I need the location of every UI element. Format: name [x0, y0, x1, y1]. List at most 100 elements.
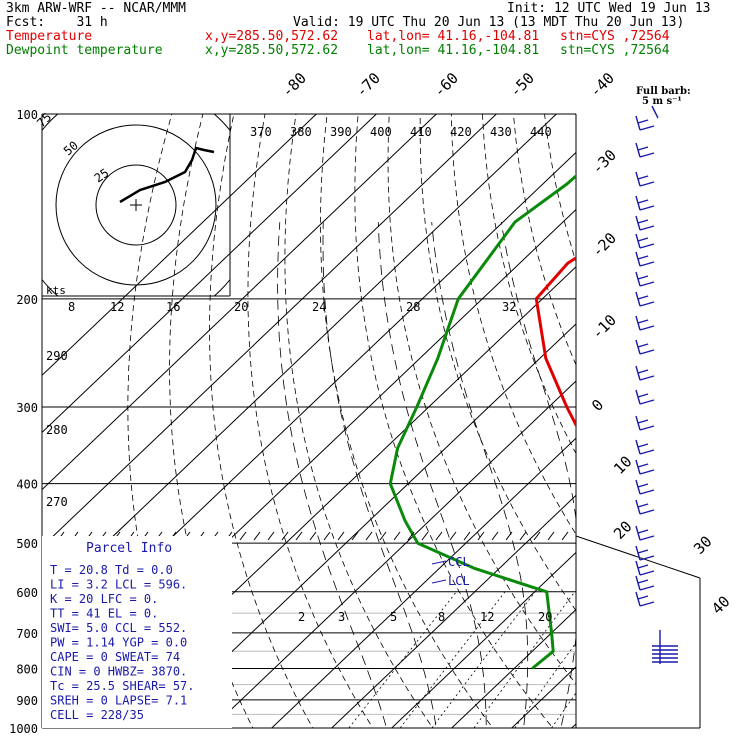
isotherm-label: 0	[588, 396, 607, 415]
mixing-ratio-label: 32	[502, 300, 516, 314]
dewpoint-profile	[388, 173, 576, 670]
parcel-info-row: CIN = 0 HWBZ= 3870.	[50, 665, 187, 679]
theta-label: 410	[410, 125, 432, 139]
dry-adiabat	[419, 114, 576, 612]
wind-barb	[635, 439, 655, 455]
barb-panel-edge	[575, 535, 701, 579]
theta-label: 420	[450, 125, 472, 139]
isotherm	[390, 551, 576, 728]
dry-adiabat	[512, 114, 576, 366]
moist-adiabat	[377, 222, 487, 728]
mixing-ratio-label-lower: 8	[438, 610, 445, 624]
isotherm	[42, 114, 318, 377]
barb-scale-tick	[533, 531, 541, 541]
parcel-info-row: PW = 1.14 YGP = 0.0	[50, 636, 187, 650]
ccl-tick	[431, 560, 447, 565]
isotherm	[618, 86, 740, 740]
dewpoint-xy: x,y=285.50,572.62	[205, 43, 339, 58]
isotherm-label: -10	[588, 311, 620, 343]
wind-barb	[635, 575, 655, 591]
mixing-ratio-label-lower: 3	[338, 610, 345, 624]
isotherm	[42, 114, 498, 548]
barb-scale-tick	[281, 531, 289, 541]
wind-barb-flag	[652, 630, 678, 664]
isotherm	[678, 86, 740, 740]
dry-adiabat	[247, 114, 374, 728]
forecast-hour: Fcst: 31 h	[6, 15, 108, 30]
mixing-ratio-line	[473, 591, 576, 728]
mixing-ratio-label: 24	[312, 300, 326, 314]
temperature-latlon: lat,lon= 41.16,-104.81	[367, 29, 540, 44]
wind-barb	[635, 195, 655, 211]
dry-adiabat	[723, 86, 740, 740]
kts-label: kts	[46, 284, 66, 297]
wind-barb	[635, 171, 655, 187]
isotherm	[210, 380, 576, 728]
wind-barb	[635, 291, 655, 307]
barb-scale-tick	[519, 531, 527, 541]
pressure-label: 400	[16, 478, 38, 492]
isotherm	[330, 494, 576, 728]
init-time: Init: 12 UTC Wed 19 Jun 13	[507, 1, 711, 16]
pressure-label: 600	[16, 586, 38, 600]
parcel-info-row: TT = 41 EL = 0.	[50, 607, 158, 621]
barb-scale-tick	[253, 531, 261, 541]
barb-scale-tick	[267, 531, 275, 541]
isotherm	[42, 114, 378, 434]
lcl-tick	[431, 579, 447, 584]
pressure-label: 900	[16, 694, 38, 708]
parcel-info-row: SREH = 0 LAPSE= 7.1	[50, 694, 187, 708]
lcl-label: LCL	[448, 574, 470, 588]
isotherm-label: -40	[586, 69, 618, 101]
barb-scale-tick	[239, 531, 247, 541]
hodograph-ring-label: 50	[61, 138, 81, 158]
parcel-info-row: CAPE = 0 SWEAT= 74	[50, 650, 180, 664]
wind-barbs: Full barb:5 m s⁻¹	[57, 86, 691, 664]
ccl-label: CCL	[448, 555, 470, 569]
dry-adiabat	[602, 86, 740, 740]
mixing-ratio-label: 16	[166, 300, 180, 314]
wind-barb	[635, 215, 655, 231]
wind-barb	[635, 479, 655, 495]
pressure-label: 300	[16, 401, 38, 415]
theta-label: 440	[530, 125, 552, 139]
isotherm-label: 20	[610, 517, 636, 543]
mixing-ratio-label-lower: 20	[538, 610, 552, 624]
theta-label: 390	[330, 125, 352, 139]
isotherm	[42, 114, 558, 605]
dewpoint-latlon: lat,lon= 41.16,-104.81	[367, 43, 540, 58]
barb-scale-tick	[295, 531, 303, 541]
isotherm-label: -80	[278, 69, 310, 101]
mixing-ratio-label-lower: 5	[390, 610, 397, 624]
isotherm-label: 30	[690, 532, 716, 558]
theta-label: 430	[490, 125, 512, 139]
wind-barb	[635, 142, 655, 158]
valid-time: Valid: 19 UTC Thu 20 Jun 13 (13 MDT Thu …	[293, 15, 685, 30]
theta-label: 400	[370, 125, 392, 139]
mixing-ratio-line	[431, 591, 536, 728]
parcel-info-row: K = 20 LFC = 0.	[50, 592, 158, 606]
pressure-label: 700	[16, 627, 38, 641]
temperature-profile	[534, 256, 576, 429]
wind-barb	[635, 545, 655, 561]
barb-scale-tick	[477, 531, 485, 541]
mixing-ratio-line	[551, 692, 576, 728]
parcel-box-bg	[42, 536, 232, 728]
barb-scale-tick	[365, 531, 373, 541]
theta-label: 370	[250, 125, 272, 139]
wind-barb	[635, 115, 655, 131]
wind-barb	[635, 315, 655, 331]
isotherm-label: -70	[352, 69, 384, 101]
pressure-label: 200	[16, 293, 38, 307]
theta-label-left: 290	[46, 349, 68, 363]
wind-barb	[635, 415, 655, 431]
mixing-ratio-label: 28	[406, 300, 420, 314]
hodograph-trace	[119, 146, 215, 204]
mixing-ratio-label: 20	[234, 300, 248, 314]
isotherm-label: -50	[506, 69, 538, 101]
temperature-legend: Temperature	[6, 29, 93, 44]
wind-barb	[635, 365, 655, 381]
mixing-ratio-label-lower: 12	[480, 610, 494, 624]
barb-scale-tick	[309, 531, 317, 541]
mixing-ratio-line	[514, 642, 576, 728]
